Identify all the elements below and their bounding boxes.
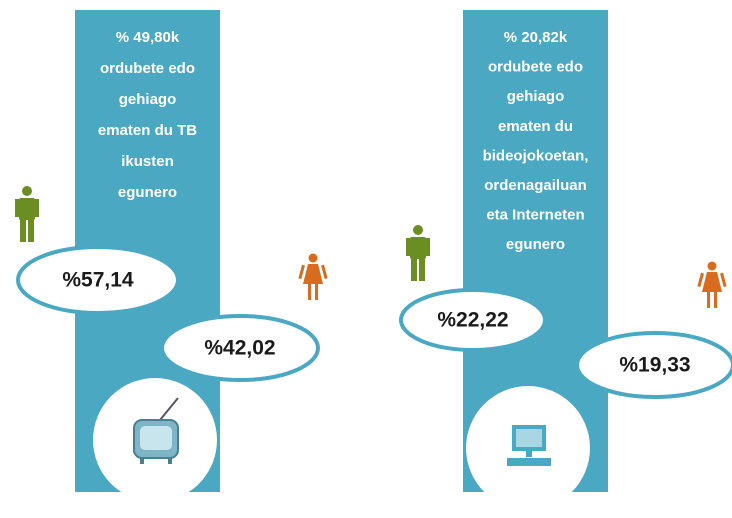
panel-text: ordubete edo <box>488 59 583 76</box>
panel-text: ordenagailuan <box>484 177 587 194</box>
panel-text: bideojokoetan, <box>483 147 589 164</box>
panel-text: ematen du <box>498 118 573 135</box>
tv-icon <box>133 397 179 464</box>
panel-text: % 49,80k <box>116 29 180 46</box>
panel-text: ikusten <box>121 153 174 170</box>
female-percent: %42,02 <box>204 337 275 360</box>
computer-icon <box>507 425 551 466</box>
panel-text: ematen du TB <box>98 122 197 139</box>
male-icon <box>406 225 430 281</box>
male-icon <box>15 186 39 242</box>
panel-text: gehiago <box>119 91 177 108</box>
bubble <box>16 245 180 315</box>
female-icon <box>298 253 328 300</box>
bubble <box>399 288 547 352</box>
bubble <box>160 314 320 382</box>
male-percent: %22,22 <box>437 309 508 332</box>
panel-text: ordubete edo <box>100 60 195 77</box>
bubble <box>575 331 732 399</box>
panel-text: eta Interneten <box>486 207 584 224</box>
panel-text: egunero <box>118 184 177 201</box>
panel-text: % 20,82k <box>504 29 568 46</box>
male-percent: %57,14 <box>62 269 134 292</box>
panel-text: gehiago <box>507 88 565 105</box>
female-percent: %19,33 <box>619 354 690 377</box>
panel-text: egunero <box>506 236 565 253</box>
female-icon <box>697 261 727 308</box>
